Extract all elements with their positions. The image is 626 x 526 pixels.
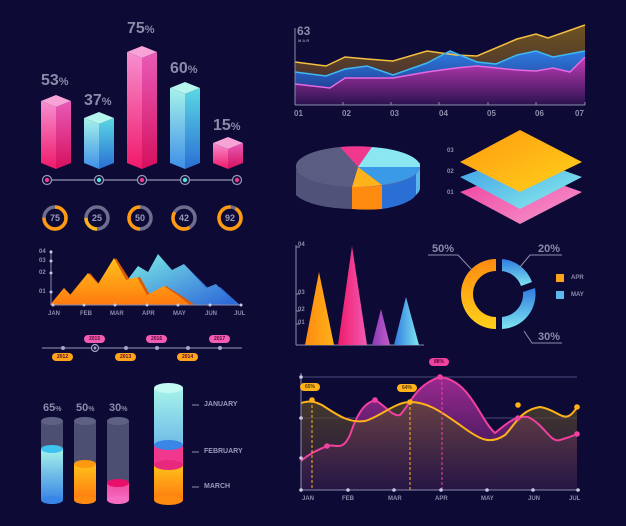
bar-label-5: 15% (213, 117, 241, 134)
layers-graphic (460, 130, 582, 224)
mountain-x-mar: MAR (110, 311, 124, 317)
stacked-label-march: MARCH (204, 483, 231, 490)
legend-swatch-may (556, 291, 564, 299)
mountain-ytick-1: 01 (39, 289, 46, 295)
timeline-tag-2015: 2015 (84, 335, 106, 343)
triangle-ytick-2: 02 (298, 307, 305, 313)
area-x-07: 07 (575, 109, 584, 118)
mountain-x-jun: JUN (205, 311, 218, 317)
area-x-06: 06 (535, 109, 544, 118)
cylinder-label-3: 30% (109, 402, 128, 414)
ring-value-2: 25 (91, 213, 102, 223)
bar-label-4: 60% (170, 60, 198, 77)
line-annotation-mar: 64% (397, 384, 418, 392)
timeline-tag-2017: 2017 (209, 335, 231, 343)
mountain-x-may: MAY (173, 311, 186, 317)
area-x-03: 03 (390, 109, 399, 118)
area-x-04: 04 (439, 109, 448, 118)
timeline-tag-2013: 2013 (115, 353, 137, 361)
ring-value-1: 75 (49, 213, 60, 223)
mountain-ytick-4: 04 (39, 249, 46, 255)
timeline-tag-2012: 2012 (52, 353, 74, 361)
line-x-jan: JAN (302, 496, 315, 502)
area-annotation-label: MAR (298, 38, 311, 43)
triangle-ytick-4: 04 (298, 242, 305, 248)
ring-value-4: 42 (178, 213, 189, 223)
line-annotation-jan: 65% (300, 383, 321, 391)
area-x-02: 02 (342, 109, 351, 118)
layer-label-01: 01 (447, 190, 454, 196)
cylinder-label-2: 50% (76, 402, 95, 414)
bar-label-3: 75% (127, 20, 155, 37)
area-annotation-value: 63 (297, 24, 311, 38)
donut-label-50: 50% (432, 243, 455, 255)
donut-graphic (428, 254, 562, 344)
triangle-ytick-1: 01 (298, 320, 305, 326)
donut-label-30: 30% (538, 331, 561, 343)
cylinder-label-1: 65% (43, 402, 62, 414)
timeline-graphic (42, 343, 242, 353)
mountain-x-jan: JAN (48, 311, 61, 317)
legend-swatch-apr (556, 274, 564, 282)
stacked-area-graphic (294, 24, 586, 106)
line-x-mar: MAR (388, 496, 402, 502)
ring-value-5: 92 (224, 213, 235, 223)
mountain-x-jul: JUL (234, 311, 246, 317)
mountain-graphic (49, 250, 243, 307)
line-x-jun: JUN (528, 496, 541, 502)
layer-label-03: 03 (447, 148, 454, 154)
line-x-may: MAY (481, 496, 494, 502)
bar-label-1: 53% (41, 72, 69, 89)
line-area-graphic (299, 373, 580, 492)
stacked-label-january: JANUARY (204, 401, 238, 408)
area-x-05: 05 (487, 109, 496, 118)
rings-graphic (42, 205, 243, 231)
legend-label-apr: APR (571, 275, 584, 281)
bar-label-2: 37% (84, 92, 112, 109)
timeline-tag-2014: 2014 (177, 353, 199, 361)
area-x-01: 01 (294, 109, 303, 118)
timeline-tag-2016: 2016 (146, 335, 168, 343)
line-x-apr: APR (435, 496, 448, 502)
legend-label-may: MAY (571, 292, 584, 298)
triangle-graphic (295, 245, 424, 346)
mountain-ytick-3: 03 (39, 258, 46, 264)
triangle-ytick-3: 03 (298, 290, 305, 296)
pie3d-chart (295, 146, 421, 210)
mountain-x-apr: APR (142, 311, 155, 317)
bar3d-graphic (41, 46, 243, 186)
line-x-jul: JUL (569, 496, 581, 502)
line-x-feb: FEB (342, 496, 354, 502)
donut-label-20: 20% (538, 243, 561, 255)
mountain-x-feb: FEB (80, 311, 92, 317)
mountain-ytick-2: 02 (39, 270, 46, 276)
stacked-label-february: FEBRUARY (204, 448, 243, 455)
ring-value-3: 50 (134, 213, 145, 223)
line-annotation-apr: 88% (429, 358, 450, 366)
layer-label-02: 02 (447, 169, 454, 175)
cylinders-graphic (41, 383, 199, 505)
